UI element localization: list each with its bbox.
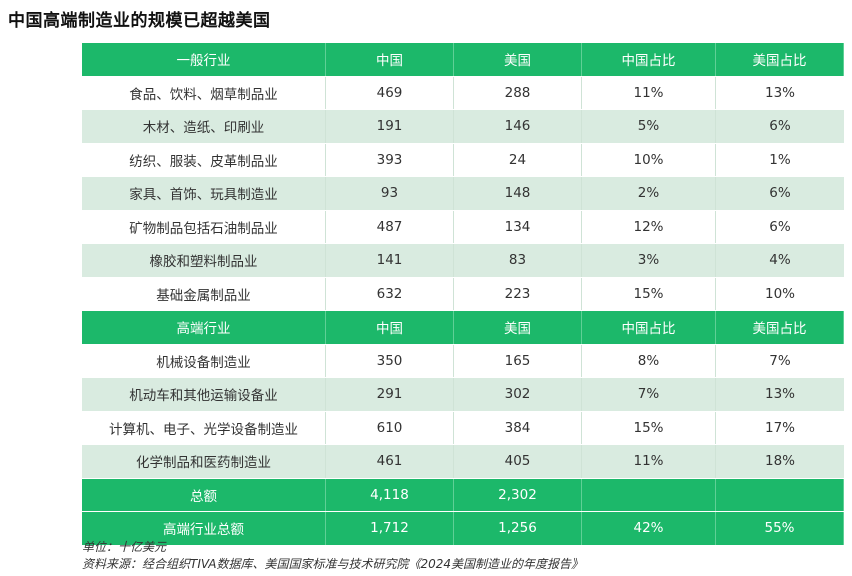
table-row: 橡胶和塑料制品业 141 83 3% 4% [82, 244, 844, 278]
value-cell: 469 [326, 76, 454, 109]
value-cell: 83 [454, 244, 582, 277]
row-label-cell: 高端行业总额 [82, 512, 326, 545]
value-cell: 15% [582, 411, 716, 444]
row-label-cell: 高端行业 [82, 311, 326, 344]
row-label-cell: 机械设备制造业 [82, 344, 326, 377]
value-cell: 302 [454, 378, 582, 411]
value-cell: 223 [454, 277, 582, 310]
table-row: 基础金属制品业 632 223 15% 10% [82, 277, 844, 311]
table-row: 食品、饮料、烟草制品业 469 288 11% 13% [82, 76, 844, 110]
value-cell: 1% [769, 151, 791, 168]
value-cell: 13% [764, 386, 795, 403]
value-cell: 13% [764, 84, 795, 101]
chart-title: 中国高端制造业的规模已超越美国 [8, 11, 271, 31]
table-row: 计算机、电子、光学设备制造业 610 384 15% 17% [82, 411, 844, 445]
value-cell: 中国占比 [582, 43, 716, 76]
source-note: 资料来源：经合组织TIVA数据库、美国国家标准与技术研究院《2024美国制造业的… [82, 557, 584, 571]
total-row: 总额 4,118 2,302 [82, 478, 844, 512]
row-label-cell: 橡胶和塑料制品业 [82, 244, 326, 277]
value-cell: 6% [769, 118, 791, 135]
value-cell: 美国 [454, 311, 582, 344]
value-cell: 1,256 [454, 512, 582, 545]
value-cell: 461 [326, 445, 454, 478]
row-label-cell: 纺织、服装、皮革制品业 [82, 143, 326, 176]
value-cell: 487 [326, 210, 454, 243]
value-cell: 134 [454, 210, 582, 243]
total-row: 高端行业总额 1,712 1,256 42% 55% [82, 512, 844, 546]
value-cell: 8% [582, 344, 716, 377]
value-cell: 42% [582, 512, 716, 545]
row-label-cell: 总额 [82, 478, 326, 511]
value-cell: 148 [454, 177, 582, 210]
value-cell: 11% [582, 76, 716, 109]
table-row: 木材、造纸、印刷业 191 146 5% 6% [82, 110, 844, 144]
table-row: 纺织、服装、皮革制品业 393 24 10% 1% [82, 143, 844, 177]
row-label-cell: 食品、饮料、烟草制品业 [82, 76, 326, 109]
value-cell: 中国 [326, 311, 454, 344]
value-cell: 4% [769, 252, 791, 269]
section-header-row: 一般行业 中国 美国 中国占比 美国占比 [82, 43, 844, 77]
row-label-cell: 一般行业 [82, 43, 326, 76]
row-label-cell: 机动车和其他运输设备业 [82, 378, 326, 411]
value-cell: 405 [454, 445, 582, 478]
value-cell: 17% [764, 419, 795, 436]
value-cell: 10% [582, 143, 716, 176]
value-cell: 12% [582, 210, 716, 243]
value-cell: 美国占比 [716, 311, 844, 344]
value-cell: 6% [769, 185, 791, 202]
value-cell: 632 [326, 277, 454, 310]
value-cell: 2% [582, 177, 716, 210]
value-cell: 2,302 [454, 478, 582, 511]
value-cell: 93 [326, 177, 454, 210]
value-cell: 7% [582, 378, 716, 411]
value-cell: 24 [454, 143, 582, 176]
value-cell: 11% [582, 445, 716, 478]
row-label-cell: 家具、首饰、玩具制造业 [82, 177, 326, 210]
table-row: 机动车和其他运输设备业 291 302 7% 13% [82, 378, 844, 412]
value-cell: 7% [769, 352, 791, 369]
table-row: 矿物制品包括石油制品业 487 134 12% 6% [82, 210, 844, 244]
value-cell: 中国 [326, 43, 454, 76]
value-cell: 美国 [454, 43, 582, 76]
value-cell: 165 [454, 344, 582, 377]
value-cell: 18% [764, 453, 795, 470]
row-label-cell: 计算机、电子、光学设备制造业 [82, 411, 326, 444]
value-cell: 291 [326, 378, 454, 411]
unit-note: 单位：十亿美元 [82, 540, 167, 554]
value-cell: 141 [326, 244, 454, 277]
value-cell: 146 [454, 110, 582, 143]
value-cell: 5% [582, 110, 716, 143]
value-cell: 中国占比 [582, 311, 716, 344]
value-cell: 4,118 [326, 478, 454, 511]
value-cell: 美国占比 [716, 43, 844, 76]
table-row: 家具、首饰、玩具制造业 93 148 2% 6% [82, 177, 844, 211]
data-table: 一般行业 中国 美国 中国占比 美国占比 食品、饮料、烟草制品业 469 288 11% 13% 木… [82, 43, 844, 546]
value-cell: 350 [326, 344, 454, 377]
value-cell: 10% [764, 285, 795, 302]
value-cell: 1,712 [326, 512, 454, 545]
value-cell [716, 478, 844, 511]
value-cell: 6% [769, 218, 791, 235]
value-cell: 384 [454, 411, 582, 444]
row-label-cell: 木材、造纸、印刷业 [82, 110, 326, 143]
value-cell: 393 [326, 143, 454, 176]
section-header-row: 高端行业 中国 美国 中国占比 美国占比 [82, 311, 844, 345]
value-cell [582, 478, 716, 511]
value-cell: 55% [716, 512, 844, 545]
value-cell: 15% [582, 277, 716, 310]
value-cell: 288 [454, 76, 582, 109]
row-label-cell: 矿物制品包括石油制品业 [82, 210, 326, 243]
table-row: 化学制品和医药制造业 461 405 11% 18% [82, 445, 844, 479]
value-cell: 3% [582, 244, 716, 277]
value-cell: 610 [326, 411, 454, 444]
value-cell: 191 [326, 110, 454, 143]
row-label-cell: 基础金属制品业 [82, 277, 326, 310]
table-row: 机械设备制造业 350 165 8% 7% [82, 344, 844, 378]
row-label-cell: 化学制品和医药制造业 [82, 445, 326, 478]
